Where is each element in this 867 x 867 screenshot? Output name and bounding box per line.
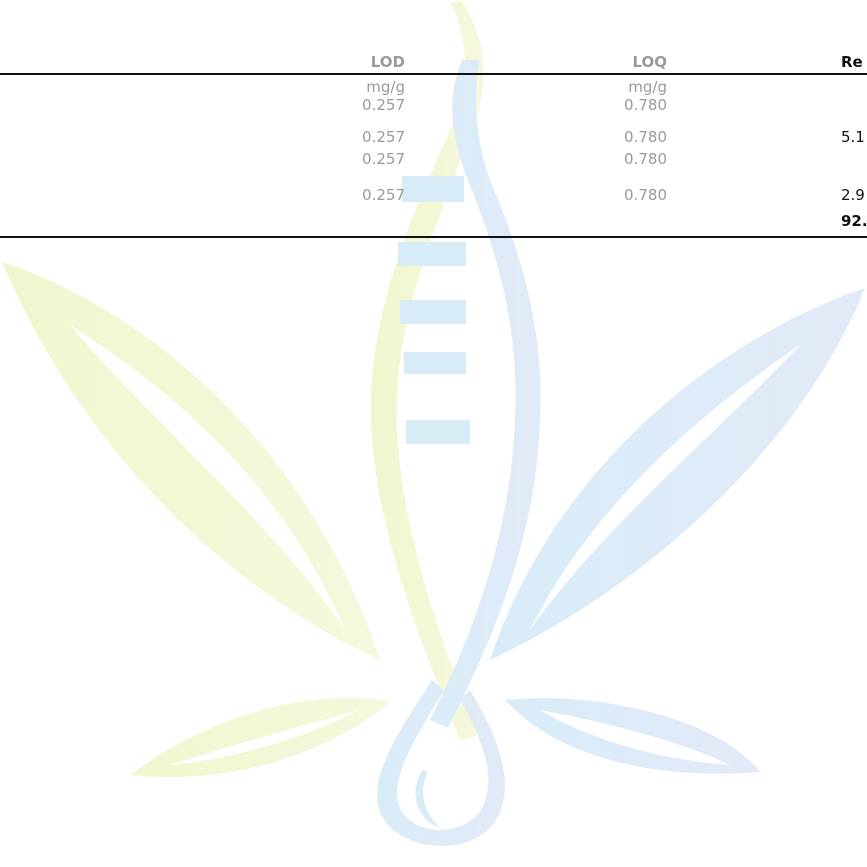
table-bottom-divider (0, 236, 867, 238)
left-small-leaf-shape (130, 697, 390, 778)
rung-2-shape (398, 242, 466, 266)
row-2-lod: 0.257 (362, 128, 405, 146)
right-leaf-shape (490, 288, 865, 660)
droplet-inner-shape (415, 770, 440, 828)
row-4-result: 2.9 (841, 186, 865, 204)
center-stem-yellow-shape (370, 2, 484, 740)
right-small-leaf-shape (505, 698, 760, 774)
rung-4-shape (404, 352, 466, 374)
row-4-loq: 0.780 (624, 186, 667, 204)
row-1-lod: 0.257 (362, 96, 405, 114)
center-stem-blue-shape (430, 60, 541, 728)
rung-3-shape (400, 300, 466, 324)
row-3-loq: 0.780 (624, 150, 667, 168)
header-result: Re (841, 53, 863, 71)
droplet-shape (377, 680, 505, 846)
header-divider (0, 73, 867, 75)
results-table: LOD LOQ Re mg/g mg/g 0.257 0.780 0.257 0… (0, 0, 867, 240)
rung-5-shape (406, 420, 470, 444)
total-result: 92. (841, 212, 867, 230)
header-loq: LOQ (632, 53, 667, 71)
unit-lod: mg/g (366, 78, 405, 96)
row-1-loq: 0.780 (624, 96, 667, 114)
row-4-lod: 0.257 (362, 186, 405, 204)
row-2-result: 5.1 (841, 128, 865, 146)
header-lod: LOD (370, 53, 405, 71)
row-2-loq: 0.780 (624, 128, 667, 146)
row-3-lod: 0.257 (362, 150, 405, 168)
rung-1-shape (402, 176, 464, 202)
unit-loq: mg/g (628, 78, 667, 96)
left-leaf-shape (2, 262, 380, 660)
